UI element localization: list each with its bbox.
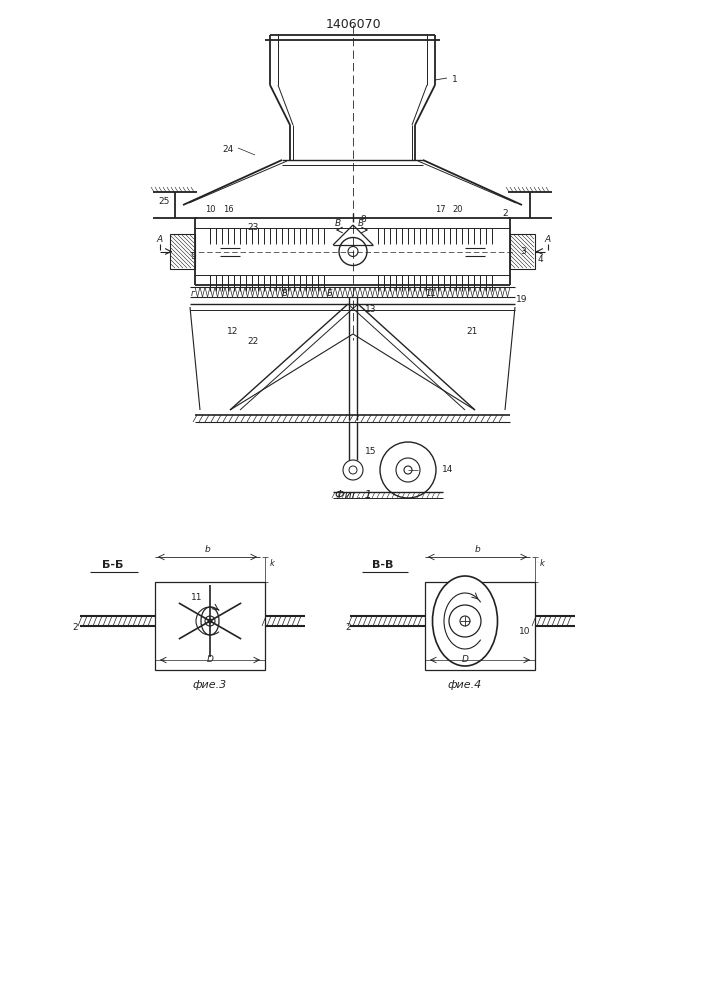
Text: k: k: [269, 560, 274, 568]
Text: 11: 11: [425, 288, 436, 298]
Circle shape: [343, 460, 363, 480]
Text: b: b: [204, 546, 211, 554]
Text: 3: 3: [520, 247, 526, 256]
Text: 16: 16: [223, 206, 233, 215]
Text: фие.4: фие.4: [448, 680, 482, 690]
Text: 15: 15: [366, 448, 377, 456]
Bar: [510, 234, 535, 269]
Text: Фиг. 1: Фиг. 1: [334, 490, 371, 500]
Circle shape: [208, 619, 212, 623]
Text: Б: Б: [327, 288, 333, 298]
Text: b: b: [474, 546, 480, 554]
Text: 9: 9: [190, 252, 196, 261]
Text: 1: 1: [452, 76, 458, 85]
Text: 14: 14: [443, 466, 454, 475]
Circle shape: [339, 237, 367, 265]
Text: 21: 21: [467, 328, 478, 336]
Text: А: А: [545, 235, 551, 244]
Text: 20: 20: [452, 206, 463, 215]
Circle shape: [380, 442, 436, 498]
Text: 12: 12: [228, 328, 239, 336]
Text: 24: 24: [223, 145, 233, 154]
Text: 23: 23: [247, 224, 259, 232]
Ellipse shape: [201, 607, 219, 635]
Text: 10: 10: [519, 628, 531, 637]
Text: 19: 19: [516, 294, 527, 304]
Circle shape: [205, 616, 215, 626]
Text: 2: 2: [502, 209, 508, 218]
Text: k: k: [539, 560, 544, 568]
Text: D: D: [206, 656, 214, 664]
Text: 2: 2: [72, 624, 78, 633]
Circle shape: [396, 458, 420, 482]
Text: В: В: [335, 219, 341, 228]
Ellipse shape: [433, 576, 498, 666]
Text: D: D: [462, 656, 469, 664]
Text: В: В: [282, 288, 288, 298]
Text: 8: 8: [360, 216, 366, 225]
Text: г: г: [191, 288, 195, 298]
Text: фие.3: фие.3: [193, 680, 227, 690]
Text: 22: 22: [247, 338, 259, 347]
Circle shape: [460, 616, 470, 626]
Text: А: А: [157, 235, 163, 244]
Text: 13: 13: [366, 306, 377, 314]
Text: 4: 4: [537, 255, 543, 264]
Circle shape: [348, 246, 358, 256]
Text: 25: 25: [158, 198, 170, 207]
Text: 11: 11: [192, 592, 203, 601]
Text: В-В: В-В: [373, 560, 394, 570]
Text: Б: Б: [358, 219, 364, 228]
Text: Б-Б: Б-Б: [103, 560, 124, 570]
Bar: [170, 234, 195, 269]
Text: 17: 17: [435, 206, 445, 215]
Circle shape: [404, 466, 412, 474]
Circle shape: [449, 605, 481, 637]
Bar: [155, 582, 265, 670]
Circle shape: [349, 466, 357, 474]
Text: 2: 2: [345, 624, 351, 633]
Text: 10: 10: [205, 206, 215, 215]
Bar: [425, 582, 535, 670]
Text: 1406070: 1406070: [325, 18, 381, 31]
